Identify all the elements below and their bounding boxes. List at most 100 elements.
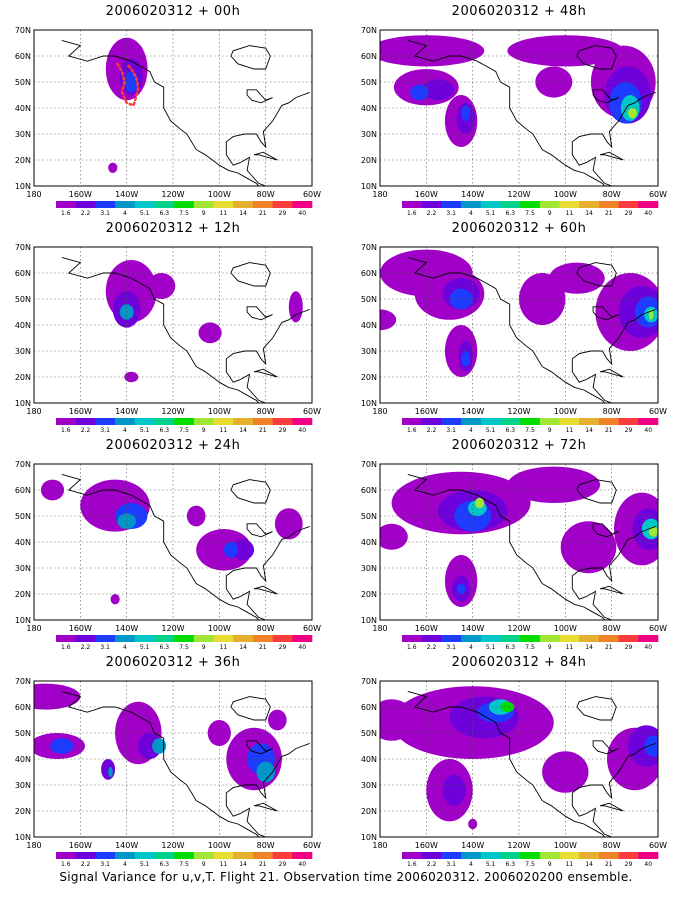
gridlines [34,464,312,620]
lat-tick-label: 60N [361,703,377,712]
colorbar-label: 2.2 [427,210,437,217]
colorbar-label: 2.2 [81,861,91,868]
lat-tick-label: 70N [15,460,31,469]
colorbar-swatch [174,418,195,425]
colorbar-label: 1.6 [407,210,417,217]
colorbar-swatch [75,852,96,859]
colorbar-swatch [539,418,560,425]
colorbar-swatch [421,852,442,859]
colorbar-swatch [56,201,76,208]
colorbar-swatch [75,418,96,425]
colorbar-label: 21 [259,861,267,868]
colorbar-swatch [233,201,254,208]
lon-tick-label: 180 [372,841,387,850]
colorbar-swatch [559,635,580,642]
lon-tick-label: 120W [161,407,184,416]
colorbar-swatch [559,201,580,208]
variance-contour [627,725,658,767]
colorbar-swatch [480,635,501,642]
lat-tick-label: 50N [15,78,31,87]
coastlines [407,690,656,837]
colorbar-swatch [115,201,136,208]
lon-tick-label: 120W [507,407,530,416]
colorbar-swatch [115,852,136,859]
variance-contour [186,505,206,527]
lat-tick-label: 40N [361,321,377,330]
colorbar-swatch [618,852,639,859]
colorbar-label: 29 [279,427,287,434]
colorbar-swatch [618,418,639,425]
lon-tick-label: 160W [415,407,438,416]
colorbar: 1.6 2.2 3.1 4 5.1 6.3 7.5 9 11 14 21 29 40 [402,852,659,868]
variance-contour [461,351,471,367]
panel-title: 2006020312 + 12h [105,221,241,236]
lon-tick-label: 80W [603,407,621,416]
colorbar-swatch [174,635,195,642]
map-panel-p84: 2006020312 + 84h 70N 60N 50N 40N 30N 20N 10N 180… [346,651,692,868]
colorbar-label: 21 [259,427,267,434]
colorbar-swatch [134,852,155,859]
lon-tick-label: 160W [69,407,92,416]
lat-tick-label: 50N [361,512,377,521]
lon-tick-label: 120W [507,624,530,633]
lon-tick-label: 60W [303,624,321,633]
colorbar-swatch [95,635,116,642]
colorbar-swatch [520,635,541,642]
variance-field [380,681,658,837]
coastlines [61,256,310,403]
colorbar-swatch [579,852,600,859]
map-panel-p60: 2006020312 + 60h 70N 60N 50N 40N 30N 20N 10N 180… [346,217,692,434]
colorbar-swatch [154,418,175,425]
lat-tick-label: 70N [361,243,377,252]
map-panel-p12: 2006020312 + 12h 70N 60N 50N 40N 30N 20N 10N 180… [0,217,346,434]
colorbar-swatch [56,418,76,425]
colorbar-label: 1.6 [61,427,71,434]
lat-tick-label: 20N [15,373,31,382]
map-frame [379,680,659,838]
colorbar-swatch [598,852,619,859]
map-frame [379,463,659,621]
lon-tick-label: 60W [303,841,321,850]
colorbar-label: 29 [625,861,633,868]
colorbar-label: 2.2 [81,210,91,217]
variance-field [380,30,658,186]
colorbar-swatch [421,635,442,642]
lat-tick-label: 60N [361,269,377,278]
colorbar-label: 40 [298,861,306,868]
colorbar-label: 6.3 [160,427,170,434]
lon-tick-label: 60W [649,624,667,633]
colorbar-swatch [402,635,422,642]
map-frame [33,680,313,838]
lon-tick-label: 140W [461,841,484,850]
colorbar-label: 5.1 [140,210,150,217]
colorbar-swatch [193,852,214,859]
colorbar-label: 1.6 [407,861,417,868]
colorbar-label: 21 [259,210,267,217]
variance-contour [198,322,222,344]
variance-contour [560,521,617,574]
colorbar-label: 5.1 [486,861,496,868]
colorbar-label: 6.3 [160,861,170,868]
colorbar-label: 9 [202,427,206,434]
lon-tick-label: 120W [507,190,530,199]
colorbar-label: 6.3 [506,427,516,434]
colorbar-label: 1.6 [407,644,417,651]
colorbar-label: 7.5 [179,861,189,868]
figure-caption: Signal Variance for u,v,T. Flight 21. Ob… [59,870,633,884]
colorbar-label: 2.2 [427,861,437,868]
colorbar-label: 11 [220,861,228,868]
variance-contour [475,497,485,509]
lat-tick-label: 70N [361,26,377,35]
colorbar-swatch [252,852,273,859]
lat-tick-label: 30N [15,347,31,356]
lon-tick-label: 180 [26,841,41,850]
colorbar-label: 40 [298,644,306,651]
colorbar-swatch [500,852,521,859]
lat-tick-label: 60N [361,486,377,495]
colorbar-label: 29 [625,210,633,217]
lon-tick-label: 120W [507,841,530,850]
gridlines [34,30,312,186]
colorbar-label: 14 [239,861,247,868]
colorbar-label: 29 [279,861,287,868]
colorbar-label: 5.1 [140,861,150,868]
